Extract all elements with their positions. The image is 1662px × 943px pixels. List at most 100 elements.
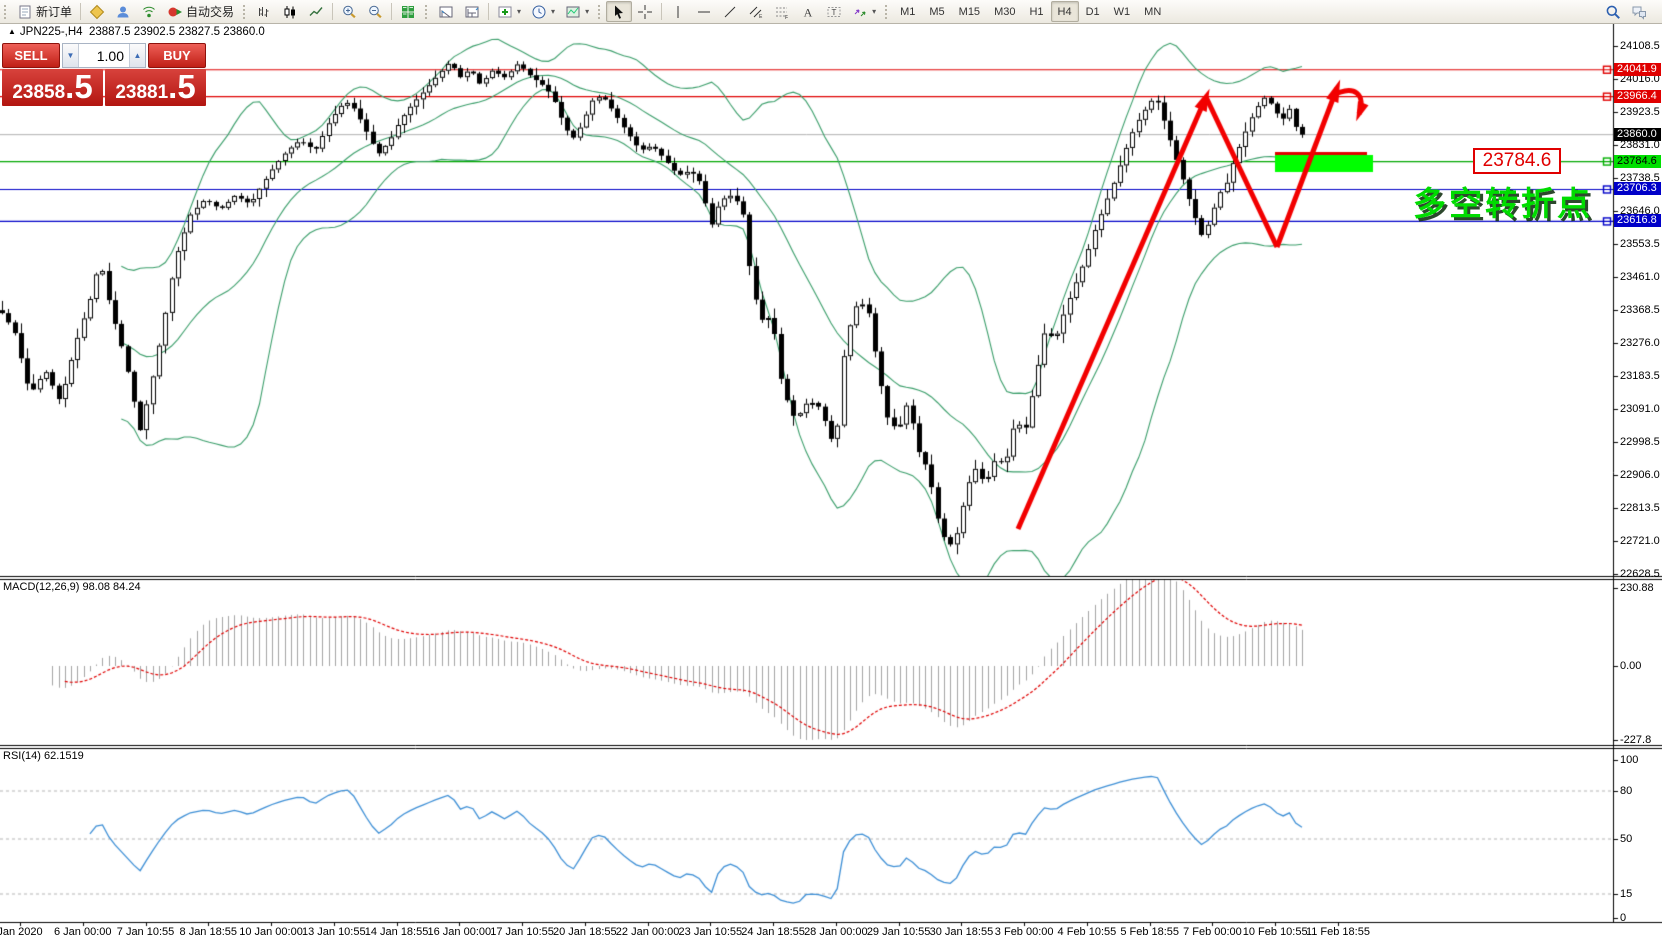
timeframe-m5-button[interactable]: M5: [929, 5, 945, 18]
time-label: 23 Jan 10:55: [678, 926, 743, 938]
template-icon: [566, 6, 580, 17]
arrange-right-icon: [465, 6, 479, 17]
toolbar-drag-handle[interactable]: [425, 4, 429, 19]
vline-tool-button[interactable]: [665, 1, 691, 22]
autotrading-button[interactable]: 自动交易: [162, 1, 239, 22]
cursor-tool-button[interactable]: [606, 1, 633, 22]
chat-button[interactable]: [1626, 1, 1652, 22]
community-icon: [117, 6, 129, 17]
time-label: 5 Feb 18:55: [1120, 926, 1180, 938]
zoom-in-icon: [343, 5, 356, 18]
pivot-annotation-text[interactable]: 多空转折点: [1413, 185, 1593, 222]
timeframe-w1-button[interactable]: W1: [1113, 5, 1131, 18]
trendline-tool-button[interactable]: [717, 1, 743, 22]
chat-icon: [1632, 6, 1646, 20]
price-tick-label: 23553.5: [1620, 237, 1660, 250]
periods-button[interactable]: ▾: [526, 1, 560, 22]
horizontal-line-icon: [698, 11, 711, 12]
signals-button[interactable]: [136, 1, 162, 22]
svg-text:A: A: [804, 5, 813, 19]
signals-icon: [143, 6, 155, 17]
label-tool-button[interactable]: T: [821, 1, 847, 22]
time-label: 14 Jan 18:55: [364, 926, 429, 938]
price-tag: 23860.0: [1614, 127, 1661, 141]
rsi-axis-label: 15: [1620, 887, 1633, 900]
price-tick-label: 22628.5: [1620, 567, 1660, 580]
time-label: 6 Jan 00:00: [54, 926, 112, 938]
buy-button[interactable]: BUY: [148, 43, 206, 68]
quantity-value[interactable]: 1.00: [96, 47, 124, 64]
sell-button[interactable]: SELL: [2, 43, 60, 68]
timeframe-h4-button[interactable]: H4: [1050, 1, 1079, 22]
price-tick-label: 22813.5: [1620, 501, 1660, 514]
periods-dropdown-caret: ▾: [551, 7, 556, 16]
toolbar-drag-handle[interactable]: [4, 4, 8, 19]
autotrading-label: 自动交易: [186, 5, 235, 19]
arrows-tool-button[interactable]: ▾: [847, 1, 881, 22]
line-chart-button[interactable]: [303, 1, 329, 22]
fibonacci-tool-button[interactable]: F: [769, 1, 795, 22]
toolbar-drag-handle[interactable]: [885, 4, 889, 19]
time-label: 20 Jan 18:55: [553, 926, 617, 938]
metaeditor-button[interactable]: [84, 1, 110, 22]
zoom-in-button[interactable]: [336, 1, 362, 22]
timeframe-m15-button[interactable]: M15: [958, 5, 981, 18]
community-button[interactable]: [110, 1, 136, 22]
tile-windows-button[interactable]: [395, 1, 421, 22]
bar-chart-button[interactable]: [251, 1, 277, 22]
hline-tool-button[interactable]: [691, 1, 717, 22]
buy-price-display[interactable]: 23881.5: [105, 69, 206, 106]
autotrading-icon: [168, 7, 183, 16]
time-label: 7 Feb 00:00: [1183, 926, 1242, 938]
time-label: 3 Feb 00:00: [994, 926, 1054, 938]
symbol-ohlc-text: JPN225-,H4 23887.5 23902.5 23827.5 23860…: [19, 26, 265, 38]
text-icon: A: [804, 5, 813, 19]
price-tick-label: 24108.5: [1620, 39, 1660, 52]
zoom-out-button[interactable]: [362, 1, 388, 22]
price-tick-label: 22906.0: [1620, 468, 1660, 481]
candlestick-icon: [284, 5, 296, 18]
price-tick-label: 23646.0: [1620, 204, 1660, 217]
timeframe-m1-button[interactable]: M1: [900, 5, 916, 18]
time-label: 30 Jan 18:55: [929, 926, 994, 938]
arrows-dropdown-caret: ▾: [872, 7, 877, 16]
new-order-label: 新订单: [36, 5, 73, 19]
equidistant-channel-icon: E: [749, 6, 763, 20]
timeframe-h1-button[interactable]: H1: [1029, 5, 1044, 18]
sell-price-display[interactable]: 23858.5: [2, 69, 103, 106]
templates-button[interactable]: ▾: [560, 1, 594, 22]
toolbar-drag-handle[interactable]: [243, 4, 247, 19]
time-label: 7 Jan 10:55: [116, 926, 175, 938]
arrows-icon: [854, 9, 866, 16]
crosshair-tool-button[interactable]: [632, 1, 658, 22]
quantity-down-button[interactable]: ▼: [63, 44, 79, 67]
collapse-triangle-icon[interactable]: ▲: [8, 27, 16, 36]
candlestick-button[interactable]: [277, 1, 303, 22]
arrange-right-button[interactable]: [459, 1, 485, 22]
indicators-button[interactable]: ▾: [492, 1, 526, 22]
time-label: 28 Jan 00:00: [804, 926, 868, 938]
line-chart-icon: [309, 6, 323, 16]
macd-axis-label: 230.88: [1620, 581, 1654, 594]
price-tag: 23616.8: [1614, 214, 1661, 228]
time-label: Jan 2020: [0, 926, 43, 938]
arrange-left-button[interactable]: [433, 1, 459, 22]
price-tick-label: 23276.0: [1620, 336, 1660, 349]
quantity-up-button[interactable]: ▲: [129, 44, 145, 67]
search-button[interactable]: [1600, 1, 1626, 22]
timeframe-m30-button[interactable]: M30: [994, 5, 1016, 18]
time-label: 8 Jan 18:55: [179, 926, 238, 938]
timeframe-d1-button[interactable]: D1: [1085, 5, 1100, 18]
crosshair-icon: [638, 4, 653, 19]
toolbar-drag-handle[interactable]: [598, 4, 602, 19]
search-icon: [1606, 5, 1620, 19]
new-order-button[interactable]: 新订单: [12, 1, 77, 22]
buy-price-main: 23881: [115, 82, 169, 103]
price-tag: 23966.4: [1614, 89, 1661, 103]
text-tool-button[interactable]: A: [795, 1, 821, 22]
timeframe-mn-button[interactable]: MN: [1144, 5, 1162, 18]
trendline-icon: [724, 6, 736, 17]
price-callout-label[interactable]: 23784.6: [1473, 148, 1561, 174]
channel-tool-button[interactable]: E: [743, 1, 769, 22]
